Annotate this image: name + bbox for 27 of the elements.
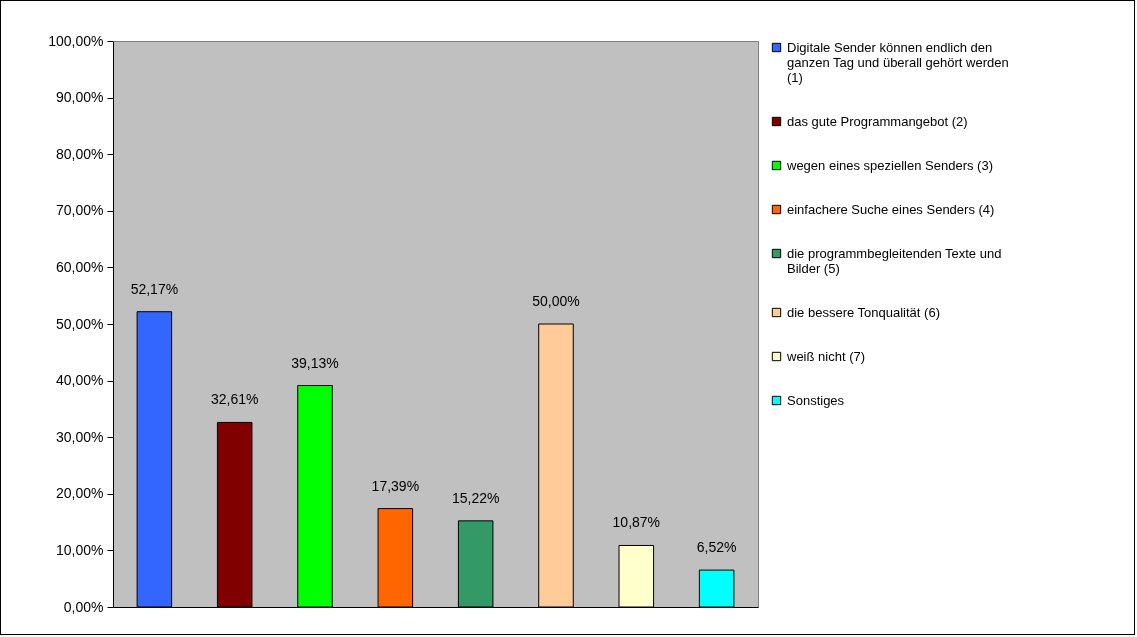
data-label: 10,87%: [612, 514, 661, 531]
y-tick-label: 60,00%: [56, 258, 104, 275]
legend-label: die bessere Tonqualität (6): [787, 304, 940, 320]
legend-label: die programmbegleitenden Texte und Bilder (5): [787, 245, 1002, 276]
data-label: 50,00%: [532, 293, 580, 309]
data-label: 52,17%: [130, 280, 179, 297]
data-label: 15,22%: [451, 489, 500, 506]
y-tick-label: 80,00%: [56, 145, 104, 162]
y-tick-label: 90,00%: [56, 89, 104, 106]
data-label: 32,61%: [210, 391, 259, 408]
y-tick-label: 100,00%: [48, 32, 104, 49]
y-tick-label: 30,00%: [56, 428, 104, 445]
y-tick-label: 10,00%: [56, 541, 104, 558]
legend-label: weiß nicht (7): [786, 348, 866, 364]
legend-label: Digitale Sender können endlich den ganzen Tag und überall gehört werden (1): [787, 39, 1009, 85]
legend-label: wegen eines speziellen Senders (3): [786, 157, 993, 173]
data-label: 17,39%: [371, 477, 420, 494]
data-label: 6,52%: [696, 539, 737, 556]
y-tick-label: 0,00%: [63, 598, 104, 615]
data-label: 39,13%: [291, 354, 339, 371]
y-tick-label: 50,00%: [56, 315, 104, 332]
y-tick-label: 20,00%: [56, 485, 104, 502]
legend-label: Sonstiges: [787, 392, 845, 408]
legend-label: einfachere Suche eines Senders (4): [787, 201, 995, 217]
legend-label: das gute Programmangebot (2): [787, 113, 968, 129]
y-tick-label: 70,00%: [56, 202, 104, 219]
y-tick-label: 40,00%: [56, 372, 104, 389]
